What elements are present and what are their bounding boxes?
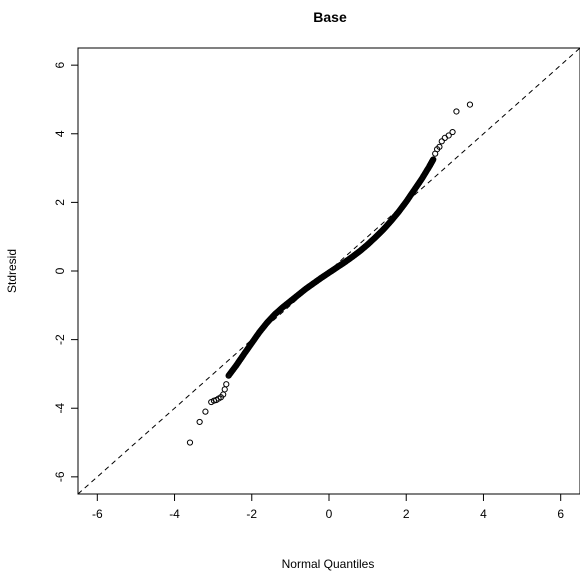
y-tick-label: 4 [53,130,67,137]
data-point [438,138,445,145]
x-tick-label: 2 [403,507,410,521]
y-tick-label: -6 [53,471,67,482]
x-tick-label: 6 [557,507,564,521]
x-axis: -6 -4 -2 0 2 4 6 [92,494,564,521]
data-point [453,108,460,115]
data-point [445,132,452,139]
data-point [466,101,474,108]
x-tick-label: 0 [326,507,333,521]
y-tick-label: -2 [53,334,67,345]
x-tick-label: -4 [169,507,180,521]
data-point [430,156,437,163]
y-axis-label: Stdresid [5,249,19,293]
x-tick-label: 4 [480,507,487,521]
data-point [186,439,194,446]
y-axis: -6 -4 -2 0 2 4 6 [53,61,78,482]
y-tick-label: -4 [53,403,67,414]
data-point [221,386,228,393]
x-tick-label: -2 [246,507,257,521]
data-points [186,101,474,446]
data-point [196,418,203,426]
data-point [449,128,456,136]
y-tick-label: 2 [53,199,67,206]
y-tick-label: 0 [53,267,67,274]
y-tick-label: 6 [53,61,67,68]
data-point [223,381,230,388]
data-point [436,143,443,150]
x-tick-label: -6 [92,507,103,521]
x-axis-label: Normal Quantiles [282,557,375,571]
chart-title: Base [313,9,347,25]
data-point [202,408,209,415]
